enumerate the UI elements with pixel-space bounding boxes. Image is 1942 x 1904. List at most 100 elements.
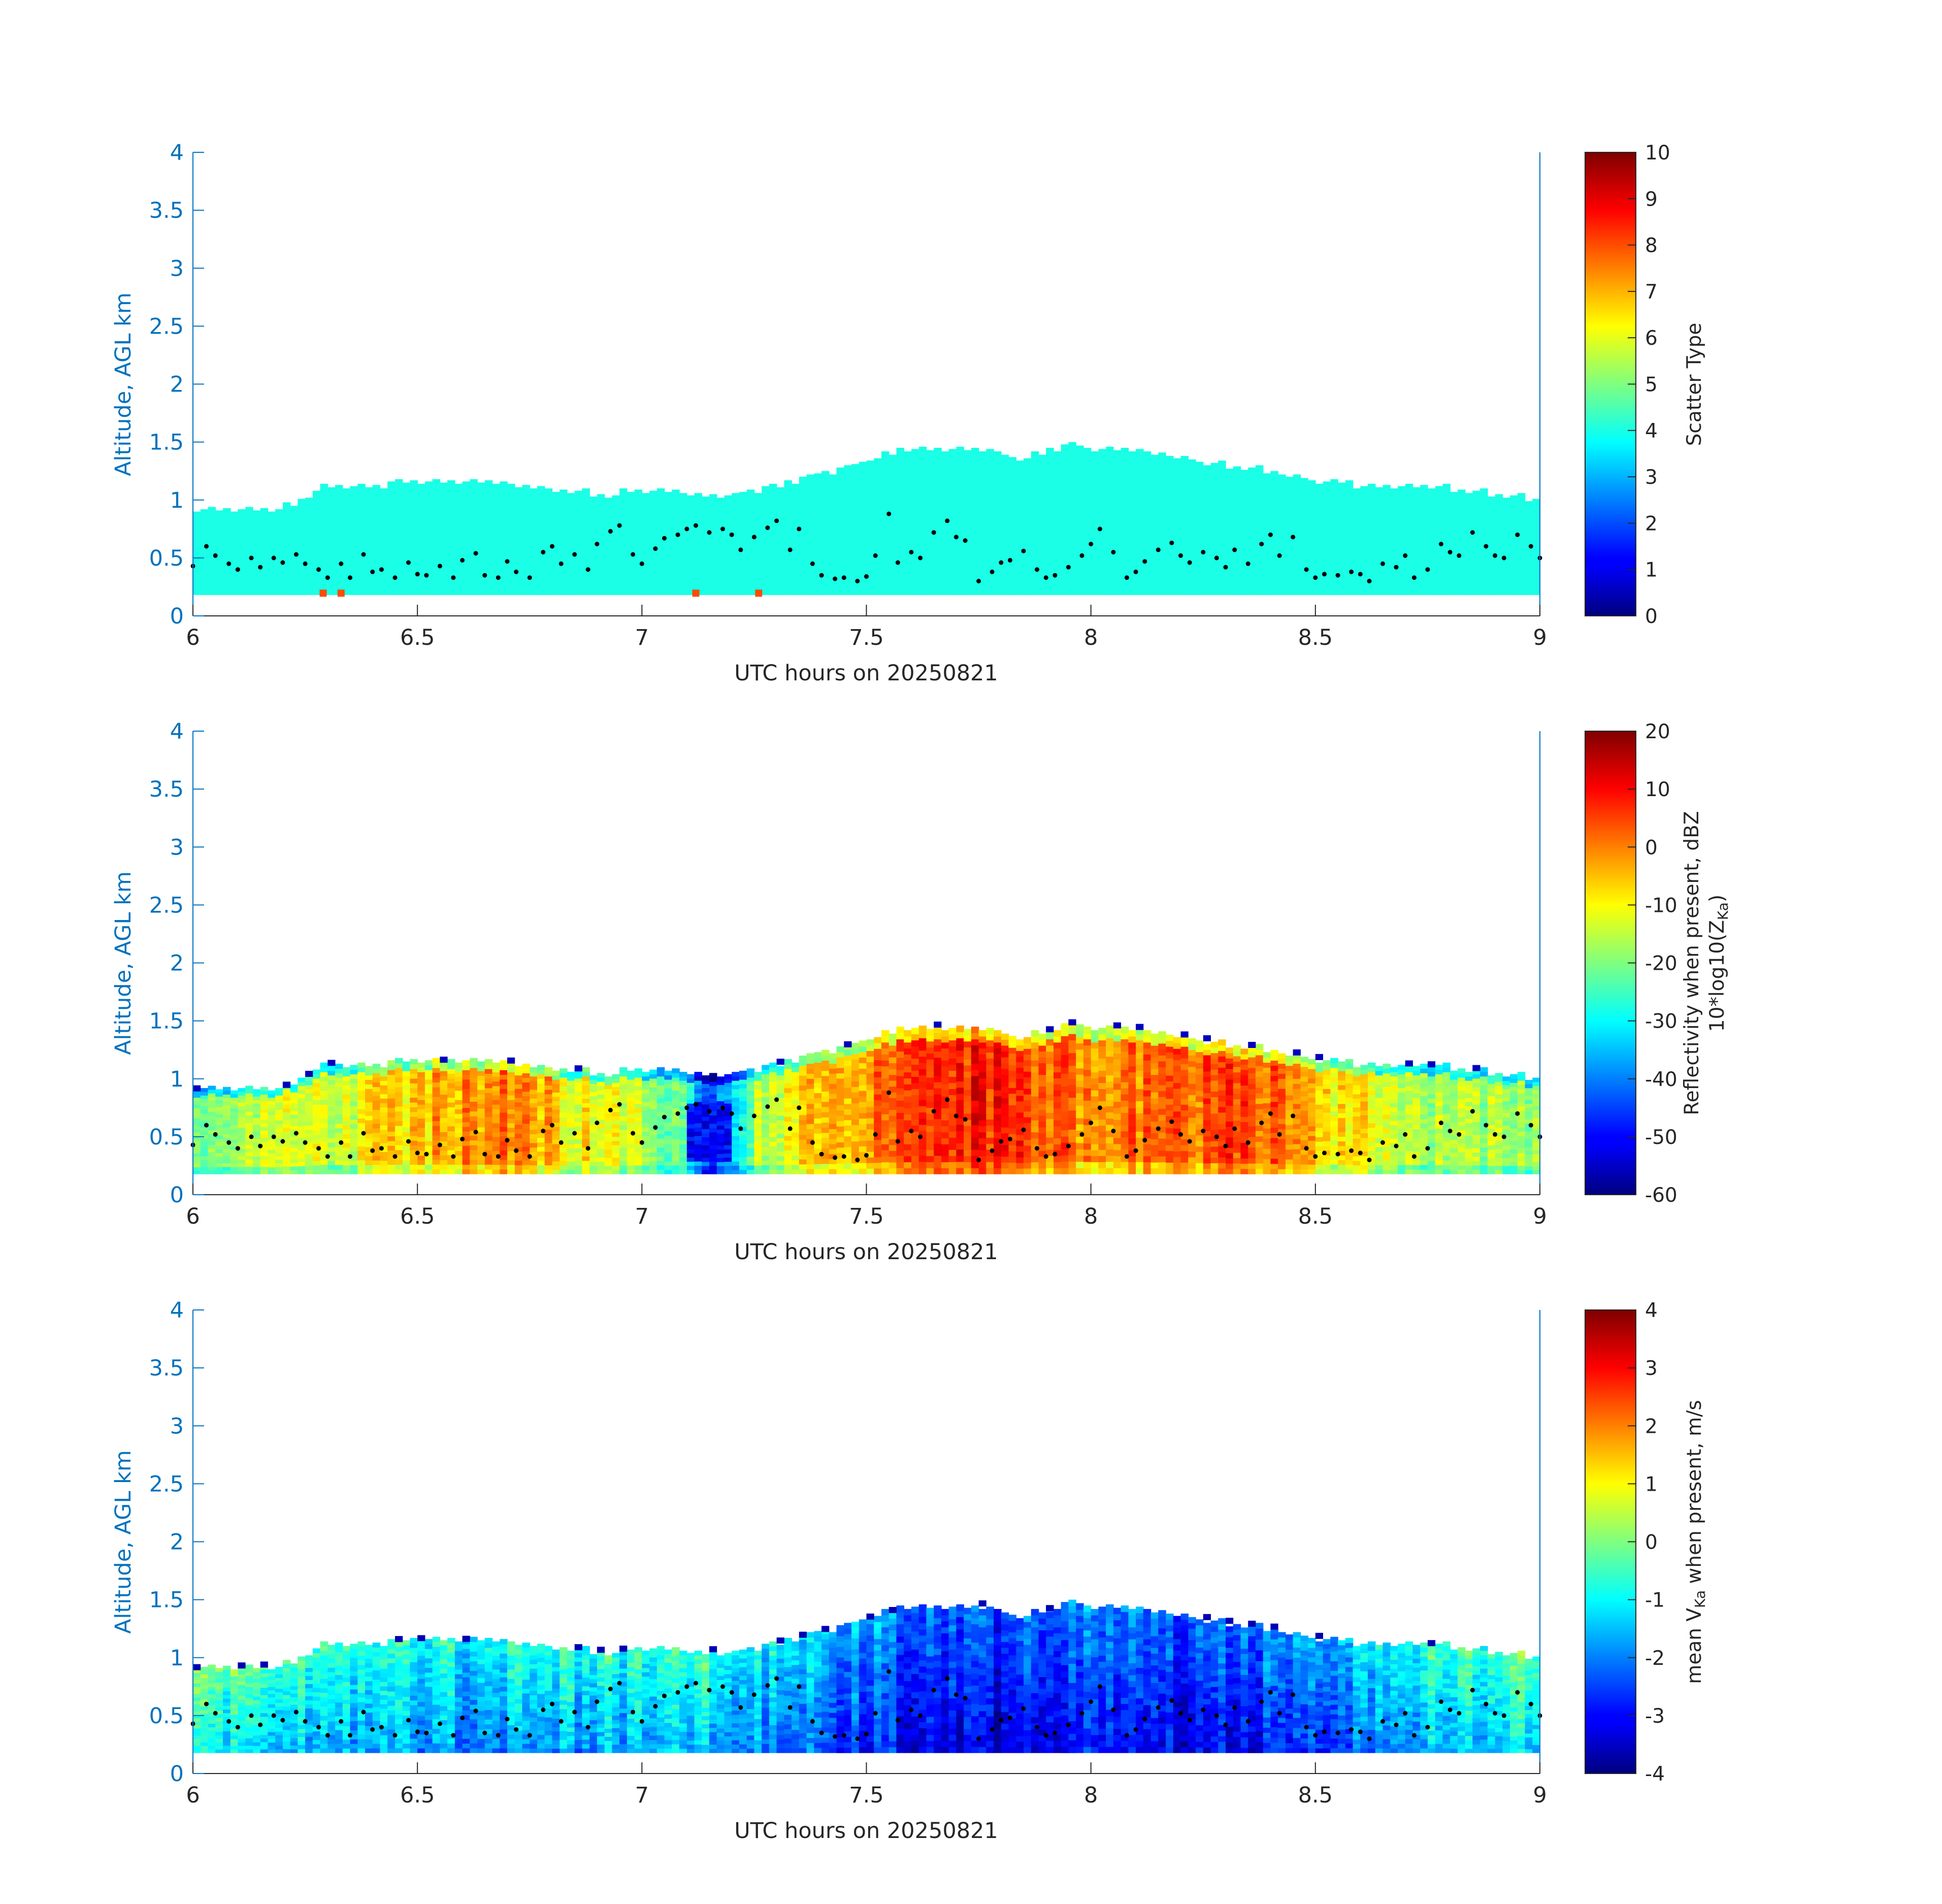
lcl-point <box>460 557 465 563</box>
x-ticks: 6 6.5 7 7.5 8 8.5 9 <box>186 605 1547 650</box>
heatmap-cell <box>1196 1068 1204 1074</box>
heatmap-cell <box>799 1095 807 1101</box>
heatmap-cell <box>732 1085 740 1090</box>
heatmap-column <box>1008 457 1016 595</box>
heatmap-cell <box>612 1165 620 1170</box>
heatmap-cell <box>200 1745 209 1750</box>
heatmap-cell <box>268 1139 276 1143</box>
heatmap-cell <box>971 1075 979 1082</box>
heatmap-cell <box>1442 1151 1451 1156</box>
heatmap-cell <box>1128 1168 1136 1174</box>
heatmap-cell <box>1166 1058 1174 1064</box>
heatmap-cell <box>994 1072 1002 1078</box>
heatmap-cell <box>866 1129 874 1135</box>
panel-scatter-type: 6 6.5 7 7.5 8 8.5 9 00.511.522.533.54 UTC hour… <box>111 140 1706 686</box>
heatmap-cell <box>896 1106 904 1113</box>
heatmap-cell <box>1076 1142 1084 1150</box>
heatmap-cell <box>1233 1066 1241 1073</box>
heatmap-cell <box>1061 1067 1069 1074</box>
heatmap-cell <box>918 1062 927 1069</box>
heatmap-cell <box>1001 1039 1009 1046</box>
heatmap-cell <box>1457 1138 1466 1144</box>
heatmap-cell <box>537 1083 545 1088</box>
heatmap-cell <box>380 1098 388 1103</box>
heatmap-cell <box>193 1731 201 1736</box>
heatmap-cell <box>275 1138 283 1142</box>
heatmap-cell <box>1427 1107 1436 1112</box>
heatmap-cell <box>874 1048 882 1055</box>
heatmap-cell <box>851 1141 860 1147</box>
heatmap-cell <box>948 1167 957 1174</box>
heatmap-cell <box>1525 1138 1533 1143</box>
heatmap-cell <box>1038 1063 1046 1069</box>
heatmap-cell <box>1270 1049 1278 1056</box>
heatmap-cell <box>978 1114 987 1121</box>
heatmap-cell <box>387 1103 396 1108</box>
heatmap-cell <box>275 1166 283 1171</box>
heatmap-cell <box>1203 1168 1211 1174</box>
heatmap-cell <box>559 1156 568 1161</box>
heatmap-cell <box>874 1168 882 1174</box>
heatmap-cell <box>1263 1067 1271 1073</box>
lcl-point <box>738 547 743 552</box>
heatmap-cell <box>424 1069 433 1075</box>
heatmap-cell <box>934 1039 942 1046</box>
heatmap-cell <box>1106 1025 1114 1032</box>
heatmap-cell <box>275 1095 283 1099</box>
heatmap-cell <box>1435 1065 1443 1070</box>
heatmap-cell <box>1136 1156 1144 1162</box>
heatmap-cell <box>387 1136 396 1141</box>
heatmap-cell <box>252 1096 261 1100</box>
heatmap-cell <box>896 1069 904 1076</box>
heatmap-cell <box>1450 1113 1458 1119</box>
heatmap-cell <box>754 1097 762 1102</box>
heatmap-cell <box>769 1095 777 1100</box>
heatmap-cell <box>1173 1037 1181 1043</box>
heatmap-cell <box>1226 1115 1234 1122</box>
heatmap-cell <box>589 1100 598 1105</box>
heatmap-column <box>1480 488 1488 595</box>
heatmap-cell <box>500 1140 508 1146</box>
heatmap-cell <box>776 1079 785 1085</box>
heatmap-cell <box>1098 1034 1106 1041</box>
heatmap-cell <box>1210 1124 1219 1130</box>
heatmap-cell <box>1024 1117 1032 1123</box>
heatmap-cell <box>874 1117 882 1123</box>
heatmap-cell <box>1054 1144 1062 1151</box>
heatmap-cell <box>372 1141 381 1147</box>
heatmap-cell <box>1226 1079 1234 1085</box>
heatmap-cell <box>1263 1062 1271 1068</box>
heatmap-cell <box>223 1130 231 1135</box>
heatmap-cell <box>1495 1140 1503 1145</box>
lcl-point <box>204 1123 209 1128</box>
heatmap-cell <box>1412 1084 1421 1089</box>
heatmap-cell <box>335 1155 343 1161</box>
heatmap-cell <box>1113 1077 1122 1084</box>
heatmap-cell <box>1150 1162 1159 1169</box>
heatmap-cell <box>1398 1110 1406 1115</box>
heatmap-cell <box>477 1160 485 1165</box>
heatmap-cell <box>1308 1097 1316 1103</box>
heatmap-column <box>484 480 493 595</box>
heatmap-cell <box>1420 1068 1428 1073</box>
heatmap-cell <box>1308 1155 1316 1160</box>
heatmap-cell <box>290 1085 299 1089</box>
heatmap-cell <box>380 1147 388 1152</box>
heatmap-cell <box>948 1131 957 1138</box>
heatmap-cell <box>1398 1114 1406 1120</box>
heatmap-cell <box>275 1152 283 1157</box>
heatmap-cell <box>739 1135 747 1140</box>
heatmap-cell <box>193 1686 201 1691</box>
heatmap-cell <box>1180 1144 1189 1152</box>
heatmap-cell <box>1330 1082 1338 1088</box>
heatmap-cell <box>1180 1162 1189 1169</box>
heatmap-cell <box>918 1069 927 1075</box>
heatmap-column <box>530 488 538 595</box>
heatmap-cell <box>642 1153 650 1158</box>
heatmap-cell <box>208 1712 216 1717</box>
heatmap-cell <box>844 1071 852 1077</box>
heatmap-cell <box>1502 1137 1510 1142</box>
heatmap-cell <box>1412 1111 1421 1116</box>
heatmap-cell <box>1442 1067 1451 1072</box>
